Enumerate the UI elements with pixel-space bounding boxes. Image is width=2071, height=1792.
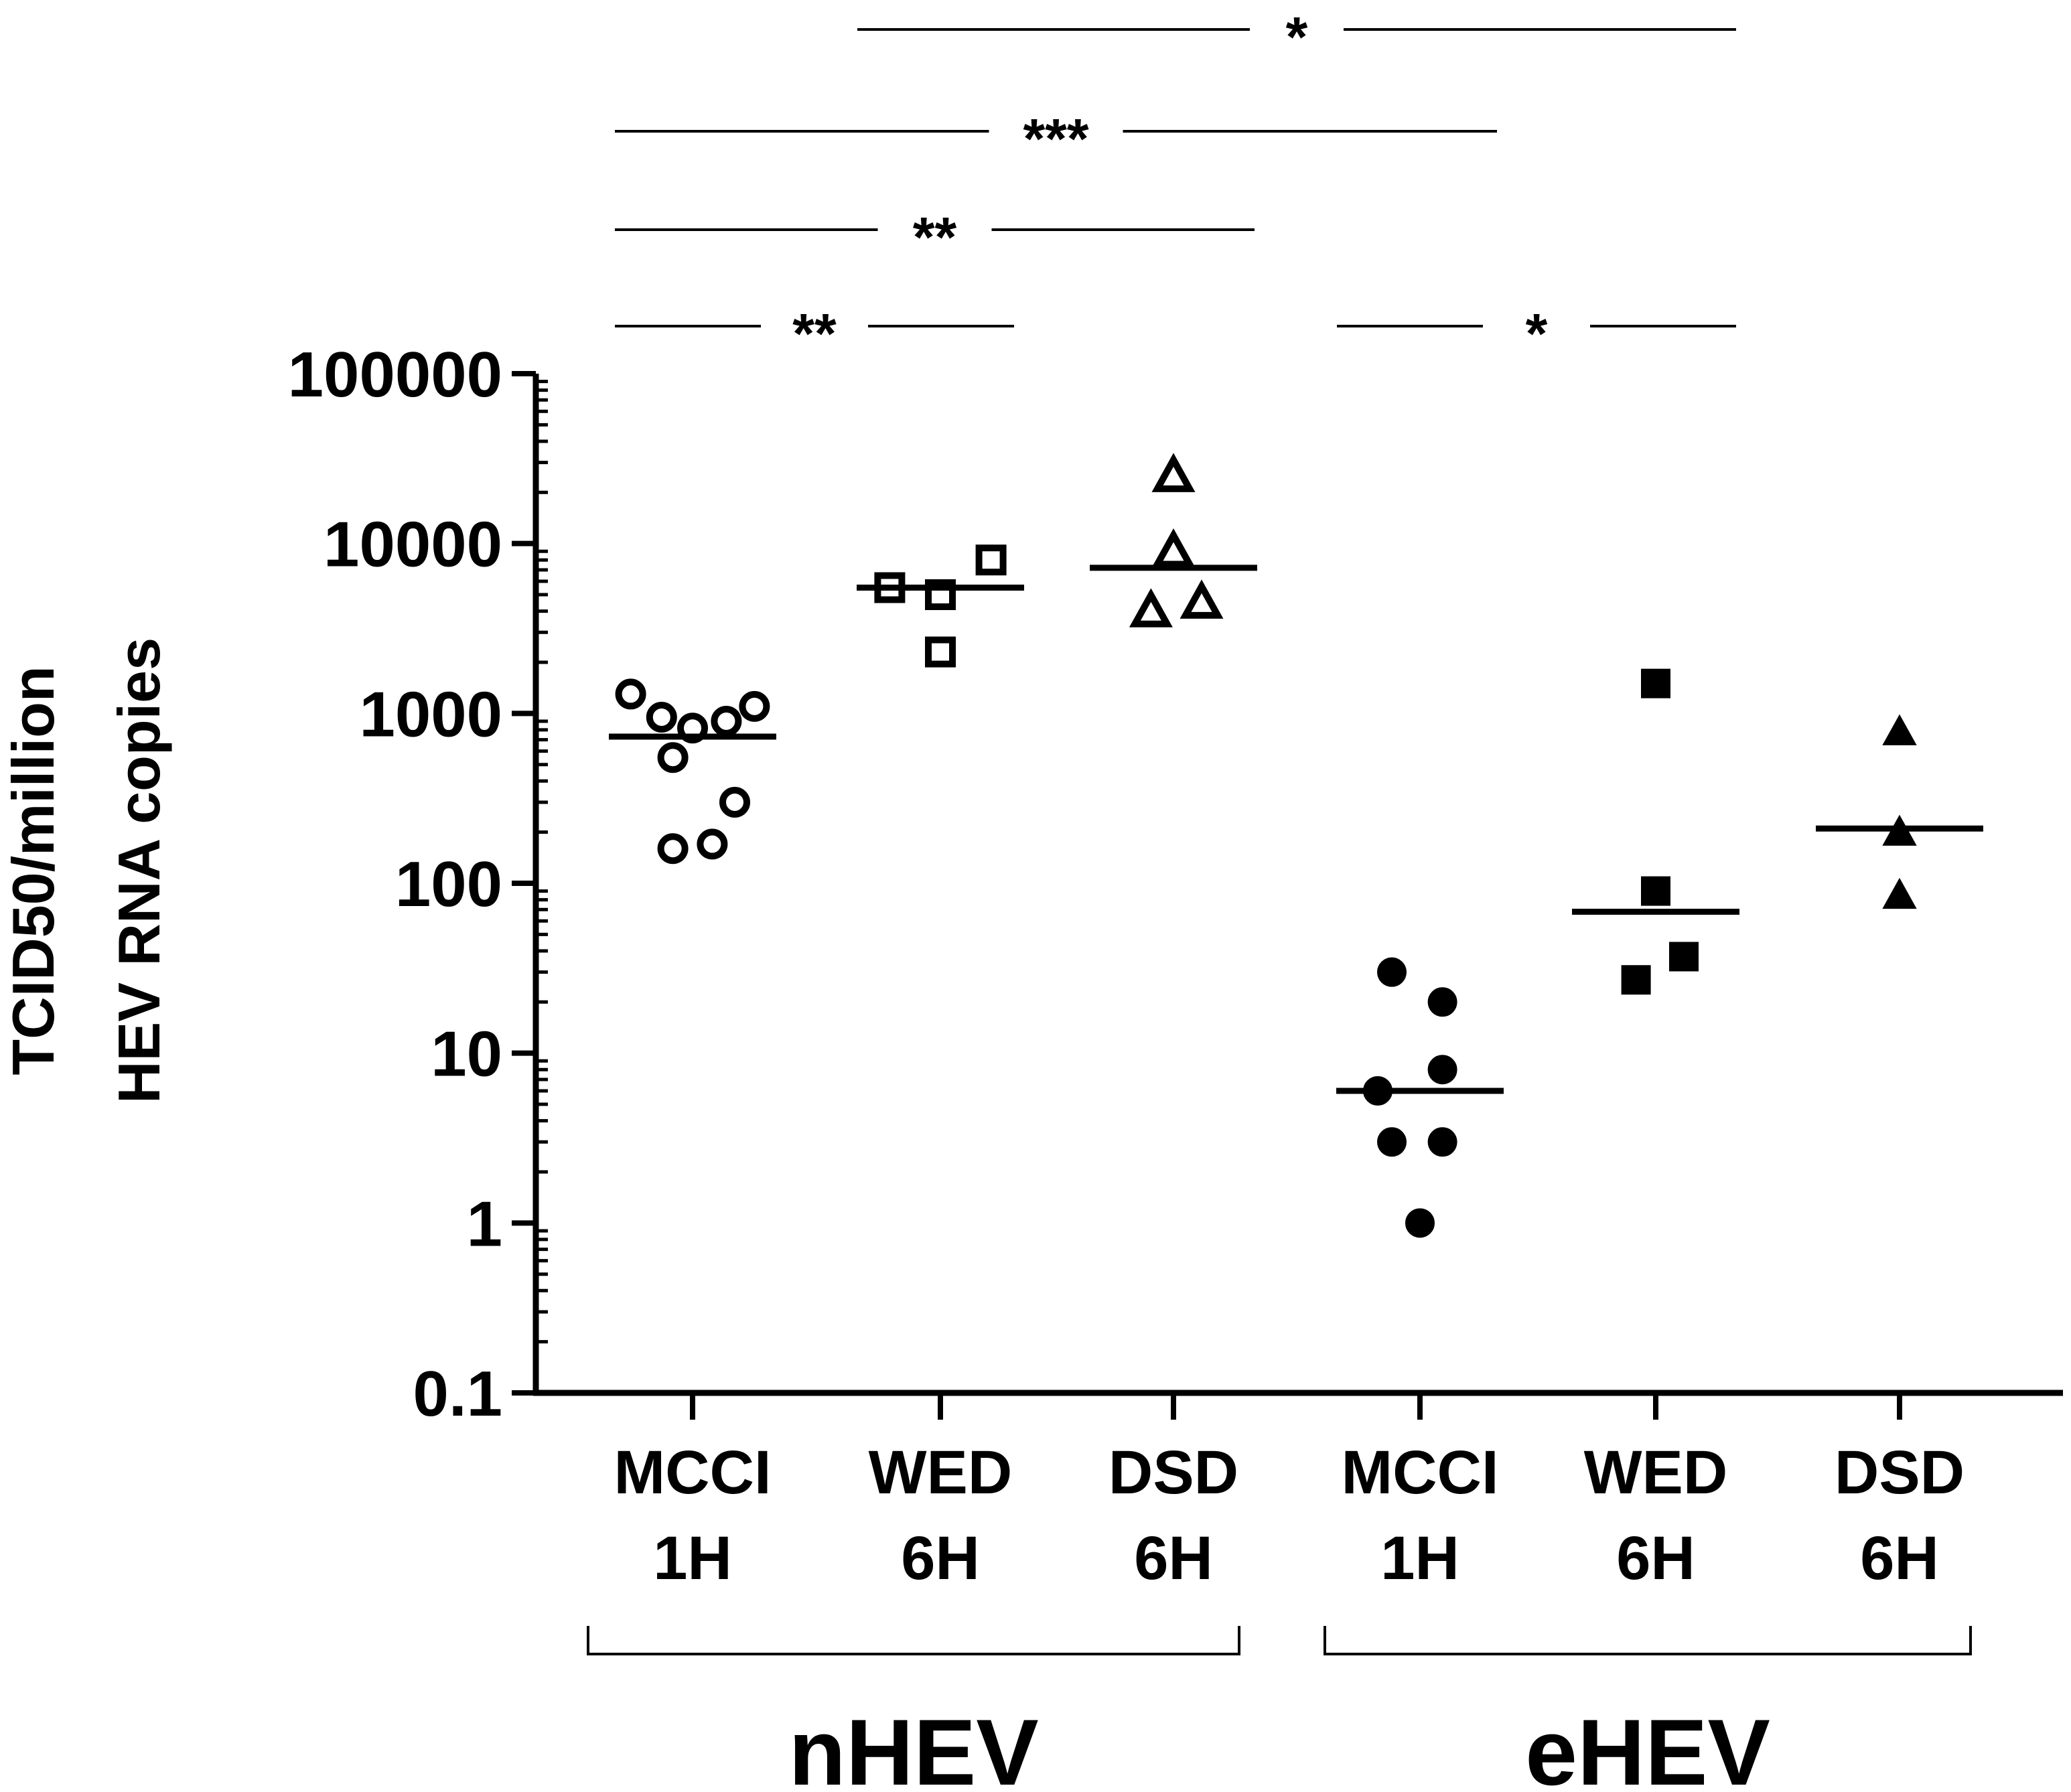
x-label-line-2: 6H [1860,1524,1939,1592]
point-circle [1377,1127,1407,1157]
x-axis-category-labels: MCCI 1H WED 6H DSD 6H MCCI 1H WED 6H DSD 6H [614,1393,1965,1592]
x-label-line-1: DSD [1835,1438,1965,1507]
x-label-line-2: 6H [1134,1524,1213,1592]
point-square [975,544,1007,576]
group-bracket [587,1626,1240,1655]
group-bracket [1324,1626,1972,1655]
point-triangle [1151,528,1196,568]
point-square [925,636,956,668]
x-label-line-2: 6H [901,1524,980,1592]
significance-bars: ******** * [615,5,1736,365]
y-axis-label-line-1: TCID50/million [0,666,66,1075]
point-circle [646,701,677,733]
point-square [1621,965,1651,995]
axes [532,374,2063,1396]
x-label-line-1: MCCI [614,1438,771,1507]
y-tick-label: 1 [467,1188,502,1260]
point-circle [719,786,750,818]
y-axis-ticks: 100000 10000 1000 100 10 1 0.1 [288,339,548,1430]
point-circle [657,833,689,865]
y-tick-label: 1000 [359,678,502,750]
group-label: nHEV [788,1700,1038,1792]
point-triangle [1882,714,1917,745]
x-label-line-1: WED [869,1438,1013,1507]
x-label-line-2: 1H [653,1524,732,1592]
group-label: eHEV [1525,1700,1770,1792]
point-triangle [1151,453,1196,492]
point-triangle [1180,579,1224,619]
y-tick-label: 10000 [324,509,502,581]
y-tick-label: 0.1 [413,1358,502,1430]
y-axis-label: TCID50/million HEV RNA copies [0,638,172,1104]
significance-label: * [1526,302,1548,365]
point-circle [615,678,646,710]
x-label-line-1: WED [1584,1438,1728,1507]
point-circle [1427,1055,1457,1085]
point-square [1641,668,1670,698]
point-square [1641,876,1670,906]
y-tick-label: 100000 [288,339,502,410]
significance-label: ** [792,302,837,365]
point-circle [1427,987,1457,1017]
data-points [615,453,1917,1238]
point-triangle [1882,877,1917,909]
significance-label: * [1286,5,1308,68]
median-lines [609,565,1983,1094]
point-square [1669,942,1699,972]
point-circle [739,690,770,722]
point-circle [657,742,689,773]
x-label-line-2: 1H [1380,1524,1459,1592]
x-label-line-1: MCCI [1341,1438,1498,1507]
point-circle [697,828,728,860]
y-axis-label-line-2: HEV RNA copies [106,638,172,1104]
x-label-line-1: DSD [1109,1438,1238,1507]
y-tick-label: 100 [395,848,502,920]
point-circle [1427,1127,1457,1157]
y-tick-label: 10 [431,1019,502,1090]
point-circle [1405,1208,1435,1238]
point-triangle [1129,588,1173,627]
point-circle [1377,957,1407,987]
x-label-line-2: 6H [1616,1524,1695,1592]
significance-label: ** [913,206,957,269]
group-brackets: nHEV eHEV [587,1626,1972,1792]
point-circle [711,705,742,737]
significance-label: *** [1023,107,1088,170]
